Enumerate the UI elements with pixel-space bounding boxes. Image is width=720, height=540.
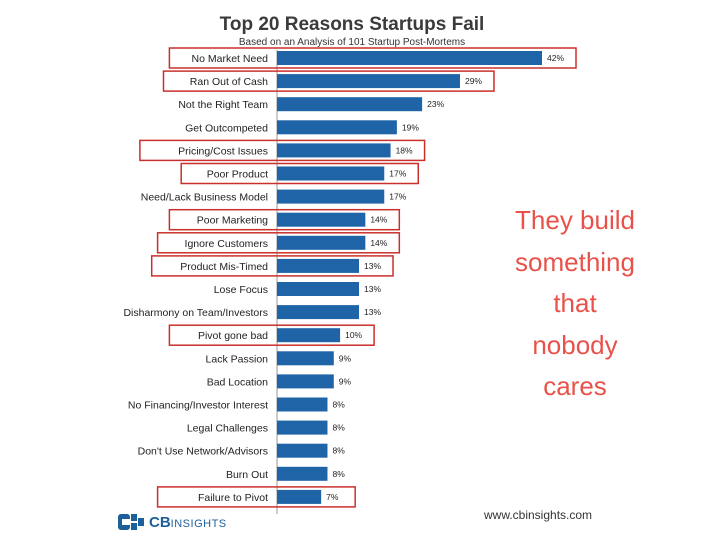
value-label: 8% [332,400,345,410]
value-label: 10% [345,330,362,340]
value-label: 29% [465,76,482,86]
category-label: Failure to Pivot [198,492,268,504]
value-label: 8% [332,469,345,479]
category-label: Poor Product [207,169,268,181]
highlight-box [180,162,420,185]
bar [277,489,322,504]
category-label: Disharmony on Team/Investors [123,307,268,319]
value-label: 14% [370,215,387,225]
highlight-box [156,486,356,508]
bar [277,351,334,366]
value-label: 17% [389,192,406,202]
bar [277,282,360,296]
chart-subtitle: Based on an Analysis of 101 Startup Post… [238,37,466,48]
logo-insights-text: INSIGHTS [170,517,227,530]
category-label: Legal Challenges [187,423,268,435]
value-label: 42% [547,53,564,63]
category-label: Pricing/Cost Issues [178,145,268,157]
value-label: 8% [332,446,345,456]
bar [277,305,360,320]
highlight-box [139,139,426,162]
value-label: 9% [339,353,352,363]
highlight-box [162,70,495,92]
callout-line: nobody [532,329,618,360]
highlight-box [168,47,577,69]
category-label: Bad Location [207,376,268,388]
value-label: 23% [427,99,444,109]
value-label: 13% [364,307,381,317]
category-label: Product Mis-Timed [180,261,268,273]
value-label: 9% [339,376,352,386]
category-label: No Market Need [192,53,269,65]
bar [277,443,328,458]
bar [277,97,423,112]
bar [277,74,460,89]
bar [277,143,391,158]
category-label: Need/Lack Business Model [141,192,268,204]
category-label: Get Outcompeted [185,122,268,134]
cb-logo-icon [118,514,144,530]
callout-line: that [553,288,597,318]
category-label: Poor Marketing [197,215,268,227]
callout-text: They build something that nobody cares [495,200,655,408]
category-label: Lose Focus [214,284,268,296]
cbinsights-logo: CBINSIGHTS [118,510,227,534]
highlight-box [168,208,401,231]
value-label: 13% [364,284,381,294]
category-label: Lack Passion [206,353,269,365]
callout-line: something [515,246,635,277]
bar [277,212,366,227]
value-label: 14% [370,238,387,248]
highlight-box [168,324,375,346]
category-label: Pivot gone bad [198,330,268,342]
bar [277,166,385,181]
category-label: Ignore Customers [185,238,268,250]
value-label: 17% [389,169,406,179]
bar [277,397,328,412]
value-label: 18% [396,145,413,155]
bar [277,258,360,273]
value-label: 7% [326,492,339,502]
bar [277,120,397,135]
category-label: Don't Use Network/Advisors [138,446,268,458]
category-label: Ran Out of Cash [190,76,268,88]
callout-line: cares [543,371,607,401]
bar [277,420,328,435]
category-label: Burn Out [226,469,268,481]
callout-line: They build [515,205,635,235]
highlight-box [150,255,394,277]
category-label: Not the Right Team [178,99,268,111]
bar [277,189,385,204]
bar [277,328,341,343]
bar [277,374,334,389]
category-label: No Financing/Investor Interest [128,400,268,412]
chart-title: Top 20 Reasons Startups Fail [219,14,485,35]
value-label: 13% [364,261,381,271]
website-url: www.cbinsights.com [484,508,593,522]
logo-cb-text: CB [149,513,171,531]
bar [277,235,366,250]
value-label: 19% [402,122,419,132]
highlight-box [156,232,401,254]
bar [277,51,542,65]
value-label: 8% [332,423,345,433]
bar [277,466,328,481]
